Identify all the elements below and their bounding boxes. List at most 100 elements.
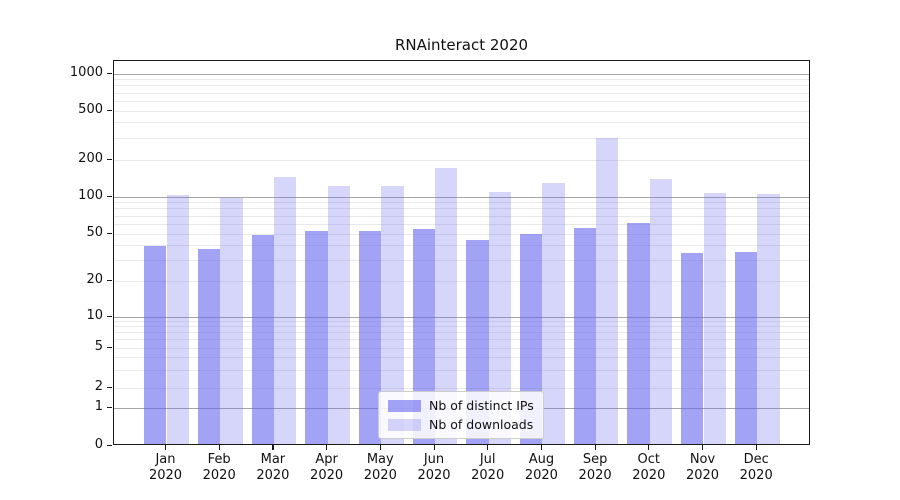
bar-mar-distinct-ips bbox=[251, 235, 274, 444]
gridline-minor bbox=[114, 208, 809, 210]
bar-oct-downloads bbox=[649, 178, 673, 444]
legend-swatch-downloads bbox=[388, 419, 421, 431]
plot-area bbox=[113, 60, 810, 445]
x-tick-label-year: 2020 bbox=[202, 468, 236, 483]
x-tick-mark bbox=[648, 445, 650, 450]
legend: Nb of distinct IPs Nb of downloads bbox=[378, 391, 544, 439]
y-tick-label: 200 bbox=[78, 151, 103, 166]
gridline-minor bbox=[114, 85, 809, 87]
bar-sep-downloads bbox=[596, 138, 619, 444]
gridline-minor bbox=[114, 369, 809, 371]
gridline-minor bbox=[114, 92, 809, 94]
x-tick-label: Dec 2020 bbox=[728, 452, 784, 484]
x-tick-label-year: 2020 bbox=[256, 468, 290, 483]
x-tick-label-year: 2020 bbox=[417, 468, 451, 483]
gridline-minor bbox=[114, 202, 809, 204]
x-tick-label-year: 2020 bbox=[632, 468, 666, 483]
y-tick-label: 2 bbox=[94, 379, 103, 394]
gridline-minor bbox=[114, 137, 809, 139]
bar-apr-distinct-ips bbox=[305, 230, 328, 444]
bar-feb-distinct-ips bbox=[197, 248, 221, 444]
x-tick-mark bbox=[487, 445, 489, 450]
y-tick-mark bbox=[107, 386, 112, 388]
bar-mar-downloads bbox=[273, 177, 297, 444]
y-tick-label: 1 bbox=[94, 399, 103, 414]
y-tick-mark bbox=[107, 72, 112, 74]
y-tick-mark bbox=[107, 346, 112, 348]
x-tick-label: Apr 2020 bbox=[299, 452, 355, 484]
bar-jun-distinct-ips bbox=[412, 228, 435, 444]
y-tick-mark bbox=[107, 315, 112, 317]
y-tick-label: 10 bbox=[86, 308, 103, 323]
x-tick-label-year: 2020 bbox=[578, 468, 612, 483]
y-tick-mark bbox=[107, 232, 112, 234]
x-tick-label: Jan 2020 bbox=[138, 452, 194, 484]
x-tick-label: Jul 2020 bbox=[460, 452, 516, 484]
x-tick-mark bbox=[702, 445, 704, 450]
x-tick-label-year: 2020 bbox=[310, 468, 344, 483]
x-tick-label: Feb 2020 bbox=[191, 452, 247, 484]
x-tick-label: Jun 2020 bbox=[406, 452, 462, 484]
x-tick-mark bbox=[379, 445, 381, 450]
bar-jul-downloads bbox=[488, 192, 512, 444]
gridline-minor bbox=[114, 244, 809, 246]
x-tick-mark bbox=[540, 445, 543, 450]
y-tick-label: 50 bbox=[86, 225, 103, 240]
bar-dec-distinct-ips bbox=[734, 251, 758, 444]
gridline-minor bbox=[114, 110, 809, 112]
bar-may-distinct-ips bbox=[358, 230, 382, 444]
bar-jun-downloads bbox=[435, 168, 458, 444]
y-tick-mark bbox=[107, 158, 112, 160]
x-tick-mark bbox=[594, 445, 596, 450]
x-tick-mark bbox=[326, 445, 328, 450]
bar-sep-distinct-ips bbox=[573, 227, 597, 444]
bar-feb-downloads bbox=[220, 197, 243, 444]
x-tick-mark bbox=[165, 445, 167, 450]
bar-oct-distinct-ips bbox=[627, 223, 650, 444]
x-tick-label: Nov 2020 bbox=[675, 452, 731, 484]
gridline-major bbox=[114, 316, 809, 318]
x-tick-label: May 2020 bbox=[352, 452, 408, 484]
x-tick-label-year: 2020 bbox=[148, 468, 183, 483]
gridline-minor bbox=[114, 259, 809, 261]
y-tick-mark bbox=[107, 195, 112, 197]
gridline-minor bbox=[114, 326, 809, 328]
gridline-minor bbox=[114, 387, 809, 389]
gridline-minor bbox=[114, 357, 809, 359]
y-tick-mark bbox=[107, 279, 112, 281]
gridline-minor bbox=[114, 347, 809, 349]
x-tick-label: Aug 2020 bbox=[513, 452, 569, 484]
x-tick-label: Sep 2020 bbox=[567, 452, 623, 484]
legend-item-distinct-ips: Nb of distinct IPs bbox=[388, 399, 534, 413]
bar-dec-downloads bbox=[757, 193, 780, 444]
gridline-minor bbox=[114, 159, 809, 161]
x-tick-label-year: 2020 bbox=[363, 468, 397, 483]
x-tick-label-year: 2020 bbox=[471, 468, 505, 483]
legend-label-distinct-ips: Nb of distinct IPs bbox=[429, 398, 534, 413]
chart-title: RNAinteract 2020 bbox=[394, 36, 529, 54]
bar-jan-downloads bbox=[166, 195, 189, 444]
gridline-minor bbox=[114, 233, 809, 235]
bar-nov-distinct-ips bbox=[681, 253, 704, 444]
x-tick-mark bbox=[755, 445, 757, 450]
bar-apr-downloads bbox=[327, 186, 350, 444]
bar-jan-distinct-ips bbox=[144, 246, 167, 444]
gridline-major bbox=[114, 73, 809, 75]
x-tick-label: Mar 2020 bbox=[245, 452, 301, 484]
x-tick-label-year: 2020 bbox=[739, 468, 773, 483]
y-tick-mark bbox=[107, 109, 112, 111]
gridline-minor bbox=[114, 223, 809, 225]
y-tick-mark bbox=[107, 444, 112, 446]
x-tick-label-year: 2020 bbox=[685, 468, 720, 483]
y-tick-label: 5 bbox=[94, 339, 103, 354]
gridline-minor bbox=[114, 339, 809, 341]
y-tick-mark bbox=[107, 406, 112, 408]
x-tick-label: Oct 2020 bbox=[621, 452, 677, 484]
bar-aug-downloads bbox=[542, 183, 565, 444]
gridline-minor bbox=[114, 100, 809, 102]
y-tick-label: 1000 bbox=[69, 65, 103, 80]
gridline-minor bbox=[114, 215, 809, 217]
x-tick-mark bbox=[218, 445, 220, 450]
legend-swatch-distinct-ips bbox=[388, 400, 421, 412]
